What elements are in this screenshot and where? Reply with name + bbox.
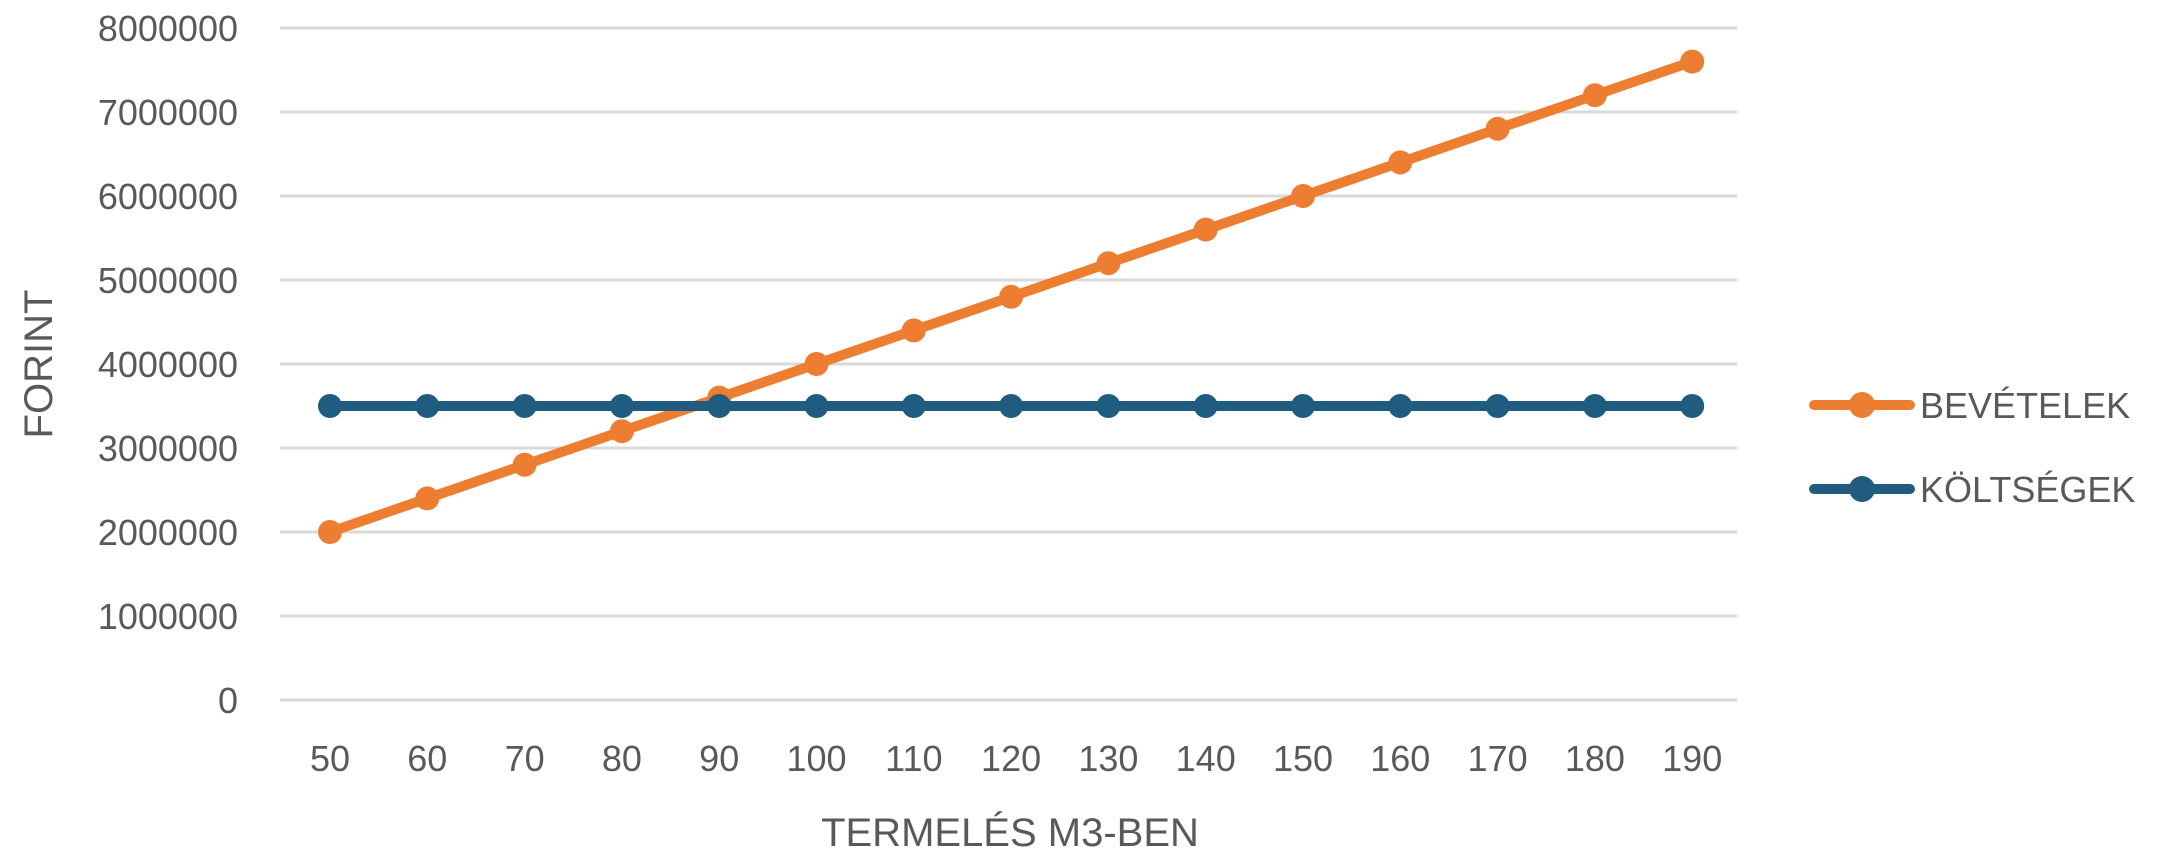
- x-tick-label: 160: [1370, 738, 1430, 779]
- data-point: [999, 284, 1024, 309]
- x-tick-label: 140: [1176, 738, 1236, 779]
- x-axis-ticks: 50 60 70 80 90 100 110 120 130 140 150 160 170 180 190: [310, 738, 1722, 779]
- x-tick-label: 80: [602, 738, 642, 779]
- data-point: [415, 394, 440, 418]
- data-point: [1291, 184, 1315, 208]
- legend: BEVÉTELEK KÖLTSÉGEK: [1809, 385, 2135, 510]
- y-tick-label: 5000000: [98, 260, 238, 301]
- series-1: [318, 49, 1705, 544]
- data-point: [901, 394, 926, 418]
- data-point: [804, 352, 829, 376]
- data-point: [1096, 394, 1121, 418]
- x-axis-title: TERMELÉS M3-BEN: [821, 810, 1199, 853]
- data-point: [999, 394, 1024, 418]
- data-point: [804, 394, 829, 418]
- y-tick-label: 1000000: [98, 596, 238, 637]
- data-point: [1388, 394, 1413, 418]
- data-point: [609, 419, 634, 444]
- legend-swatch-marker: [1849, 476, 1875, 502]
- data-point: [1680, 49, 1705, 74]
- x-tick-label: 50: [310, 738, 350, 779]
- x-tick-label: 60: [407, 738, 447, 779]
- data-point: [1582, 83, 1607, 108]
- data-point: [318, 394, 342, 418]
- series-2: [318, 394, 1705, 418]
- gridlines: [280, 26, 1737, 702]
- data-point: [707, 394, 732, 418]
- data-point: [1388, 150, 1413, 175]
- x-tick-label: 100: [786, 738, 846, 779]
- y-tick-label: 3000000: [98, 428, 238, 469]
- x-tick-label: 130: [1078, 738, 1138, 779]
- legend-item: BEVÉTELEK: [1809, 385, 2130, 426]
- data-point: [609, 394, 634, 418]
- data-point: [512, 452, 537, 477]
- data-point: [512, 394, 537, 418]
- x-tick-label: 190: [1662, 738, 1722, 779]
- data-point: [901, 318, 926, 343]
- y-tick-label: 0: [218, 680, 238, 721]
- data-point: [1291, 394, 1315, 418]
- x-tick-label: 150: [1273, 738, 1333, 779]
- data-point: [1193, 394, 1218, 418]
- legend-label: KÖLTSÉGEK: [1920, 469, 2135, 510]
- y-tick-label: 8000000: [98, 8, 238, 49]
- legend-label: BEVÉTELEK: [1920, 385, 2130, 426]
- data-point: [1582, 394, 1607, 418]
- x-tick-label: 170: [1468, 738, 1528, 779]
- x-tick-label: 120: [981, 738, 1041, 779]
- data-point: [415, 486, 440, 511]
- data-point: [1680, 394, 1705, 418]
- data-point: [1485, 394, 1510, 418]
- y-axis-title: FORINT: [17, 290, 61, 439]
- y-axis-ticks: 0 1000000 2000000 3000000 4000000 5000000 6000…: [98, 8, 238, 721]
- y-tick-label: 7000000: [98, 92, 238, 133]
- data-point: [318, 520, 342, 544]
- data-point: [1096, 251, 1121, 276]
- x-tick-label: 180: [1565, 738, 1625, 779]
- legend-swatch-marker: [1849, 392, 1875, 418]
- y-tick-label: 6000000: [98, 176, 238, 217]
- x-tick-label: 90: [699, 738, 739, 779]
- x-tick-label: 70: [505, 738, 545, 779]
- y-tick-label: 4000000: [98, 344, 238, 385]
- data-point: [1485, 116, 1510, 141]
- data-point: [1193, 217, 1218, 242]
- x-tick-label: 110: [885, 738, 942, 779]
- series: [318, 49, 1705, 544]
- y-tick-label: 2000000: [98, 512, 238, 553]
- legend-item: KÖLTSÉGEK: [1809, 469, 2135, 510]
